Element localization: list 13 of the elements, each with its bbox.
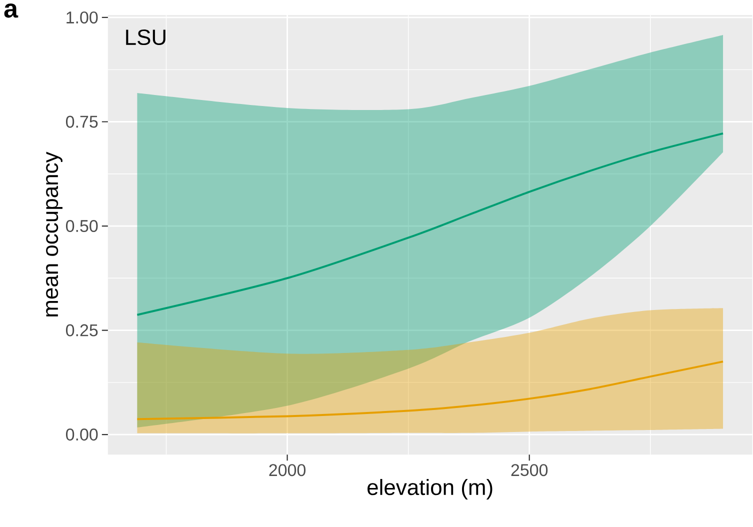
x-tick-label: 2000 bbox=[269, 464, 306, 476]
annotation: LSU bbox=[126, 30, 166, 46]
x-tick-label: 2500 bbox=[511, 464, 548, 476]
text: a bbox=[4, 4, 18, 18]
line-series bbox=[136, 132, 724, 316]
y-tick-label: 0.25 bbox=[66, 324, 98, 337]
y-tick-label: 1.00 bbox=[66, 12, 98, 24]
y-tick-label: 0.75 bbox=[66, 116, 98, 128]
y-axis-title: mean occupancy bbox=[46, 152, 62, 317]
y-tick-label: 0.00 bbox=[66, 428, 98, 441]
x-axis-title: elevation (m) bbox=[368, 479, 492, 500]
y-tick-label: 0.50 bbox=[66, 220, 98, 232]
line-series bbox=[136, 360, 724, 420]
